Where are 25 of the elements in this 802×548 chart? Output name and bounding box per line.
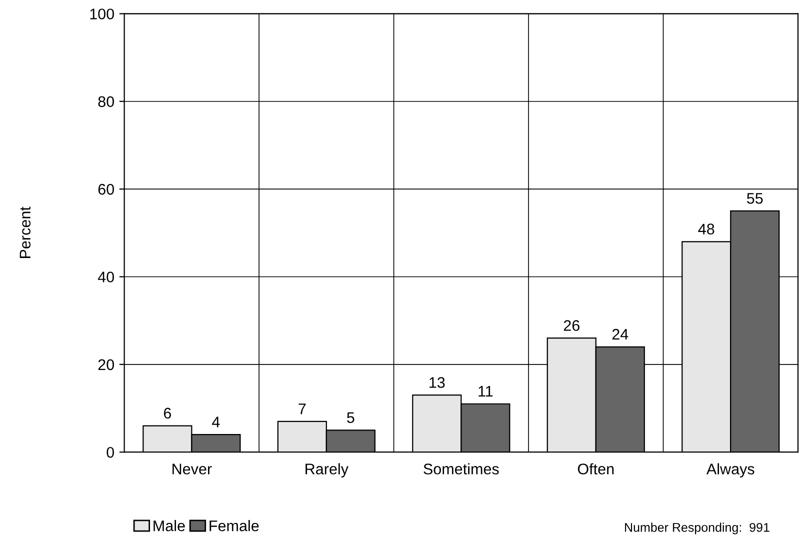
data-label: 7 — [298, 404, 306, 414]
data-label: 4 — [212, 416, 220, 428]
x-tick-label: Always — [706, 463, 754, 478]
x-tick-label: Rarely — [306, 463, 348, 478]
y-axis-title: Percent — [20, 206, 31, 258]
data-label: 6 — [164, 408, 172, 419]
data-label: 13 — [430, 377, 445, 388]
y-tick-label: 60 — [98, 184, 114, 195]
x-tick-label: Never — [172, 464, 212, 474]
data-label: 26 — [564, 320, 580, 331]
y-tick-label: 0 — [106, 446, 114, 458]
data-label: 5 — [347, 412, 354, 423]
y-tick-label: 20 — [98, 359, 114, 370]
data-label: 11 — [478, 386, 493, 397]
data-label: 24 — [612, 328, 628, 340]
legend-label: Female — [210, 520, 259, 532]
data-label: 55 — [746, 193, 763, 204]
x-tick-label: Often — [578, 463, 614, 474]
data-label: 48 — [698, 224, 714, 234]
y-tick-label: 100 — [90, 8, 114, 20]
y-tick-label: 40 — [98, 272, 114, 282]
text: Number Responding: 991 — [625, 522, 770, 534]
x-tick-label: Sometimes — [424, 463, 499, 474]
legend-label: Male — [154, 520, 185, 532]
y-tick-label: 80 — [98, 96, 114, 108]
